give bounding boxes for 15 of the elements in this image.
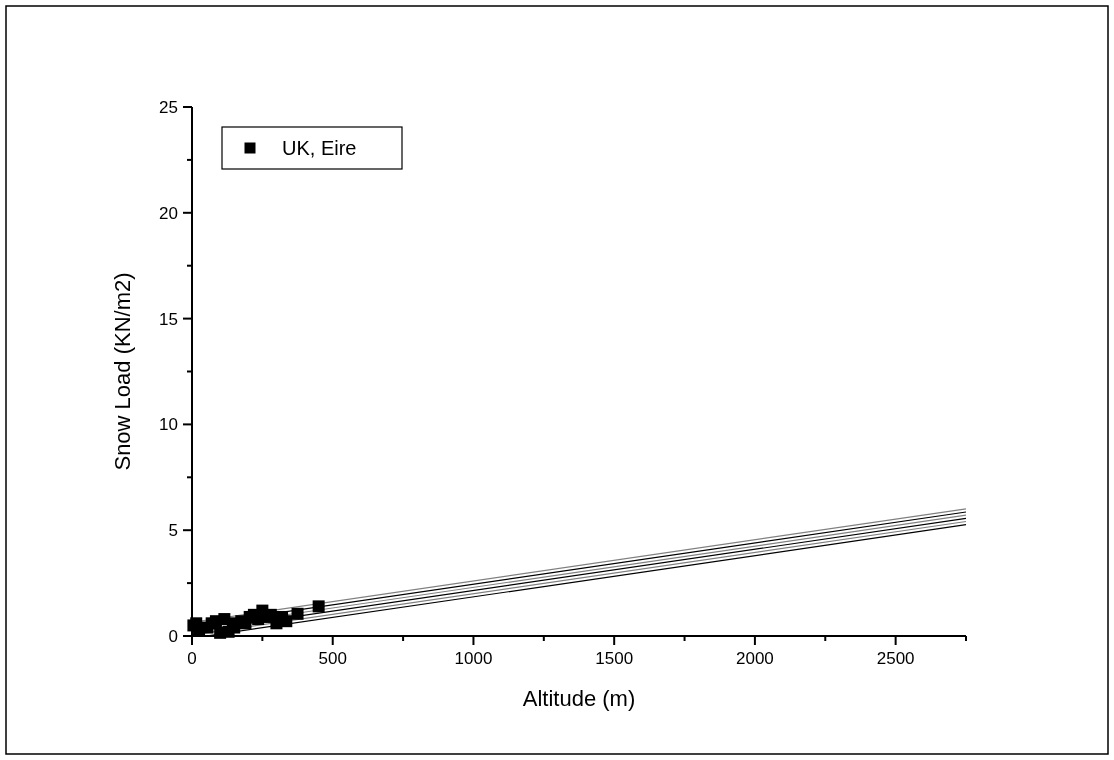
x-tick-label: 0 <box>187 649 197 668</box>
x-tick-label: 1500 <box>595 649 634 668</box>
y-tick-label: 20 <box>159 203 178 223</box>
x-tick-label: 1000 <box>454 649 493 668</box>
x-tick-label: 500 <box>318 649 347 668</box>
legend-label: UK, Eire <box>282 137 357 159</box>
x-tick-label: 2500 <box>876 649 915 668</box>
y-tick-label: 25 <box>159 98 178 117</box>
x-tick-label: 2000 <box>736 649 774 668</box>
y-tick-label: 5 <box>168 521 178 541</box>
y-axis-title: Snow Load (KN/m2) <box>110 272 135 471</box>
x-axis-title: Altitude (m) <box>522 686 636 711</box>
y-tick-label: 15 <box>159 309 178 329</box>
y-tick-label: 10 <box>159 415 178 435</box>
y-tick-label: 0 <box>168 627 178 646</box>
